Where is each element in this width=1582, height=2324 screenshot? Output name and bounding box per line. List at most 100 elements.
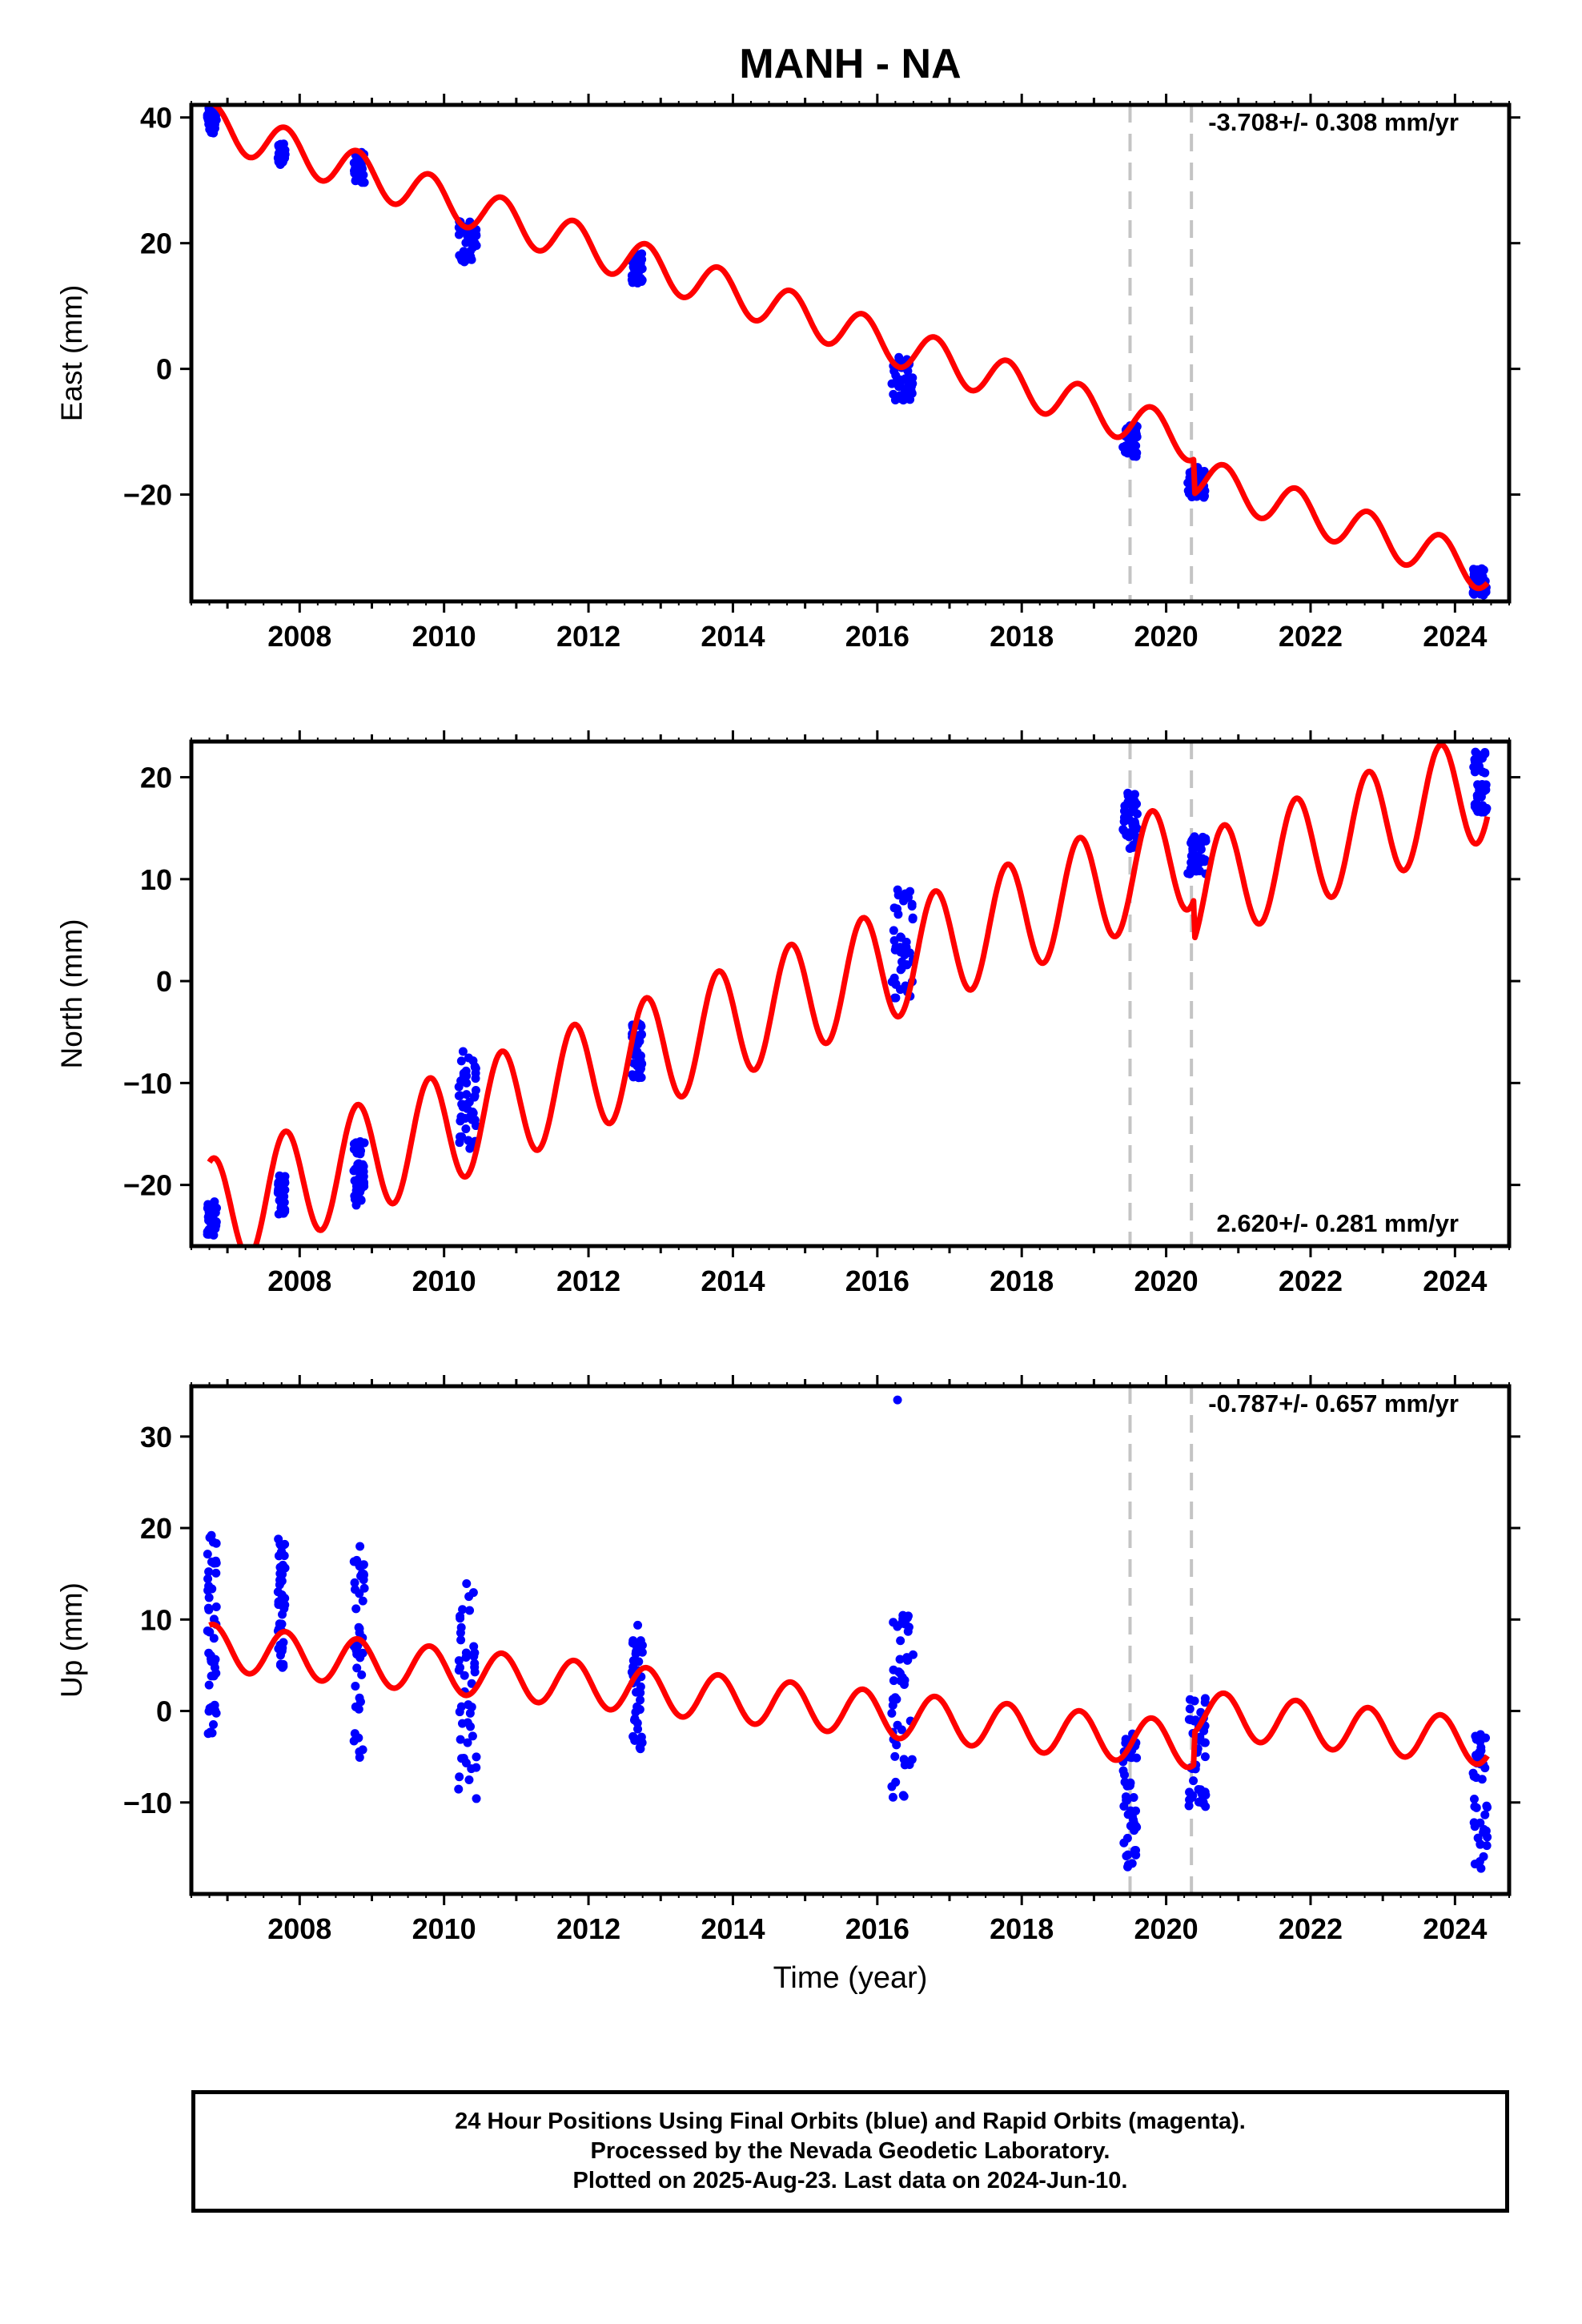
data-point	[211, 1602, 221, 1612]
data-point	[350, 1585, 359, 1594]
data-point	[1190, 1716, 1199, 1726]
data-point	[279, 1638, 288, 1647]
data-point	[209, 1671, 219, 1681]
data-point	[203, 111, 212, 120]
data-point	[276, 1659, 286, 1669]
data-point	[889, 389, 898, 399]
data-point	[634, 1053, 644, 1063]
data-point	[889, 366, 899, 376]
x-tick-label: 2016	[845, 1912, 909, 1945]
data-point	[897, 1725, 906, 1735]
x-tick-label: 2020	[1134, 1265, 1199, 1297]
data-point	[907, 901, 917, 911]
x-tick-label: 2024	[1423, 1265, 1487, 1297]
data-point	[355, 1752, 364, 1762]
data-point	[462, 1090, 472, 1100]
data-point	[1183, 486, 1193, 496]
data-point	[203, 1574, 213, 1584]
data-point	[1469, 589, 1479, 599]
data-point	[468, 1115, 477, 1124]
data-point	[893, 1395, 902, 1405]
data-point	[1122, 828, 1131, 838]
panel-frame	[189, 1384, 1512, 1896]
data-point	[889, 1676, 898, 1686]
data-point	[205, 1200, 215, 1210]
panels: 2008 2010 2012 2014 2016 2018 2020 2022 2024−200…	[55, 94, 1520, 1995]
data-point	[1476, 1864, 1486, 1873]
data-point	[462, 1579, 472, 1589]
data-point	[1483, 1832, 1492, 1842]
data-point	[205, 1627, 215, 1637]
data-point	[277, 1547, 287, 1557]
data-point	[467, 1764, 476, 1774]
data-point	[205, 1213, 215, 1223]
data-point	[899, 1791, 909, 1801]
y-tick-label: 30	[140, 1421, 172, 1454]
x-tick-label: 2018	[990, 620, 1054, 653]
data-point	[632, 1687, 641, 1697]
data-point	[1472, 790, 1482, 800]
x-tick-label: 2008	[267, 1265, 331, 1297]
data-point	[889, 975, 898, 985]
data-point	[628, 1662, 638, 1671]
data-point	[637, 249, 647, 259]
data-point	[351, 176, 360, 186]
data-point	[470, 1667, 480, 1677]
data-point	[204, 1581, 214, 1590]
x-tick-label: 2020	[1134, 620, 1199, 653]
model-line	[207, 1621, 1490, 1771]
data-point	[1119, 813, 1129, 822]
data-point	[359, 1583, 369, 1593]
data-point	[908, 373, 917, 383]
data-point	[635, 1638, 644, 1647]
data-point	[351, 1682, 360, 1691]
data-point	[908, 913, 917, 923]
data-point	[1119, 1838, 1129, 1848]
data-point	[206, 1651, 215, 1660]
data-point	[351, 1186, 361, 1196]
data-point	[275, 155, 284, 164]
data-point	[899, 896, 909, 906]
data-point	[461, 1124, 471, 1134]
x-tick-label: 2012	[556, 620, 620, 653]
panel-up: 2008 2010 2012 2014 2016 2018 2020 2022 2024−100…	[55, 1375, 1520, 1995]
data-point	[472, 1752, 481, 1762]
data-point	[464, 1700, 473, 1710]
data-point	[461, 1066, 471, 1076]
data-point	[209, 1634, 219, 1643]
data-point	[905, 385, 915, 395]
x-axis-label: Time (year)	[773, 1961, 928, 1995]
data-point	[211, 1708, 221, 1718]
data-point	[460, 1671, 469, 1680]
data-point	[454, 1666, 464, 1675]
data-point	[465, 1144, 475, 1153]
data-point	[889, 926, 898, 935]
x-tick-label: 2014	[701, 620, 765, 653]
data-point	[456, 1611, 465, 1621]
data-point	[456, 1056, 466, 1066]
data-point	[630, 264, 640, 274]
data-point	[212, 1203, 222, 1212]
data-point	[1200, 1694, 1210, 1703]
data-point	[207, 1728, 217, 1738]
data-point	[278, 1610, 287, 1619]
y-tick-label: −10	[123, 1787, 172, 1819]
data-point	[887, 379, 897, 388]
data-point	[908, 1650, 917, 1659]
data-point	[463, 1738, 472, 1747]
data-point	[900, 950, 909, 959]
data-point	[205, 1703, 215, 1713]
data-point	[1476, 1839, 1485, 1849]
rate-annotation: -3.708+/- 0.308 mm/yr	[1208, 108, 1459, 136]
data-point	[456, 1628, 465, 1638]
data-point	[203, 1550, 212, 1559]
data-point	[896, 932, 905, 942]
data-point	[637, 275, 647, 285]
data-point	[454, 230, 464, 239]
model-line	[208, 105, 1490, 592]
data-point	[887, 1708, 897, 1718]
data-point	[1475, 1857, 1484, 1867]
data-point	[211, 1568, 221, 1578]
y-axis-label: North (mm)	[55, 919, 88, 1068]
data-point	[356, 1196, 366, 1205]
